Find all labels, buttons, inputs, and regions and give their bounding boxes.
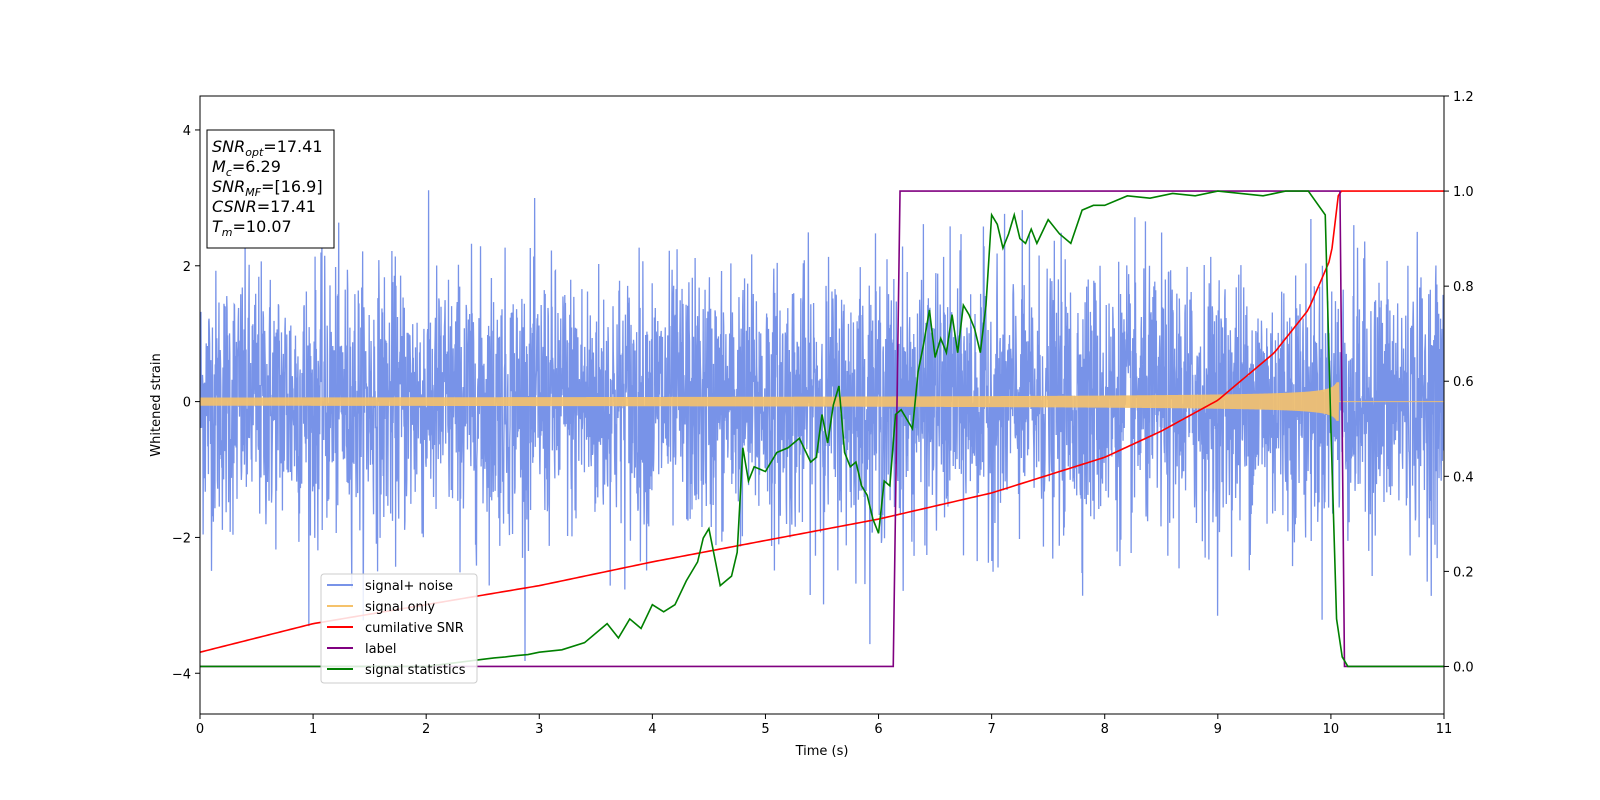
y2-tick-label: 0.4: [1453, 470, 1474, 485]
x-tick-label: 2: [422, 722, 430, 737]
x-tick-label: 9: [1214, 722, 1222, 737]
y2-tick-label: 1.0: [1453, 185, 1474, 200]
legend-label: signal+ noise: [365, 579, 453, 594]
info-line: Tm=10.07: [212, 217, 292, 239]
legend-label: label: [365, 642, 396, 657]
y-tick-label: 4: [183, 124, 191, 139]
x-tick-label: 11: [1436, 722, 1453, 737]
y2-tick-label: 0.6: [1453, 375, 1474, 390]
x-tick-label: 10: [1323, 722, 1340, 737]
series-signal-only: [200, 382, 1444, 421]
x-tick-label: 0: [196, 722, 204, 737]
x-tick-label: 7: [987, 722, 995, 737]
x-axis: 0 1 2 3 4 5 6 7 8 9 10 11: [196, 714, 1452, 737]
info-line: SNRopt=17.41: [212, 137, 323, 159]
plot-frame: [199, 95, 1445, 715]
x-axis-title: Time (s): [795, 744, 849, 759]
series-signal-statistics: [200, 190, 1444, 668]
y2-tick-label: 0.2: [1453, 565, 1474, 580]
legend: signal+ noise signal only cumilative SNR la…: [320, 573, 478, 684]
y2-tick-label: 1.2: [1453, 90, 1474, 105]
x-tick-label: 3: [535, 722, 543, 737]
y2-tick-label: 0.0: [1453, 660, 1474, 675]
info-line: CSNR=17.41: [212, 197, 316, 216]
info-line: SNRMF=[16.9]: [212, 177, 323, 199]
y-tick-label: 0: [183, 396, 191, 411]
legend-frame: [320, 573, 478, 684]
x-tick-label: 6: [874, 722, 882, 737]
y-axis-left: 4 2 0 −2 −4: [172, 124, 200, 682]
y-tick-label: −2: [172, 531, 191, 546]
x-tick-label: 5: [761, 722, 769, 737]
y-tick-label: 2: [183, 260, 191, 275]
x-tick-label: 4: [648, 722, 656, 737]
legend-label: signal only: [365, 600, 435, 615]
y2-tick-label: 0.8: [1453, 280, 1474, 295]
x-tick-label: 1: [309, 722, 317, 737]
legend-label: cumilative SNR: [365, 621, 464, 636]
y-tick-label: −4: [172, 667, 191, 682]
y-axis-right: 1.2 1.0 0.8 0.6 0.4 0.2 0.0: [1444, 90, 1474, 675]
info-line: Mc=6.29: [212, 157, 281, 179]
y-axis-title: Whitened strain: [149, 353, 164, 456]
x-tick-label: 8: [1101, 722, 1109, 737]
info-box-frame: [206, 129, 335, 249]
info-box: SNRopt=17.41Mc=6.29SNRMF=[16.9]CSNR=17.4…: [206, 129, 335, 249]
legend-label: signal statistics: [365, 663, 466, 678]
